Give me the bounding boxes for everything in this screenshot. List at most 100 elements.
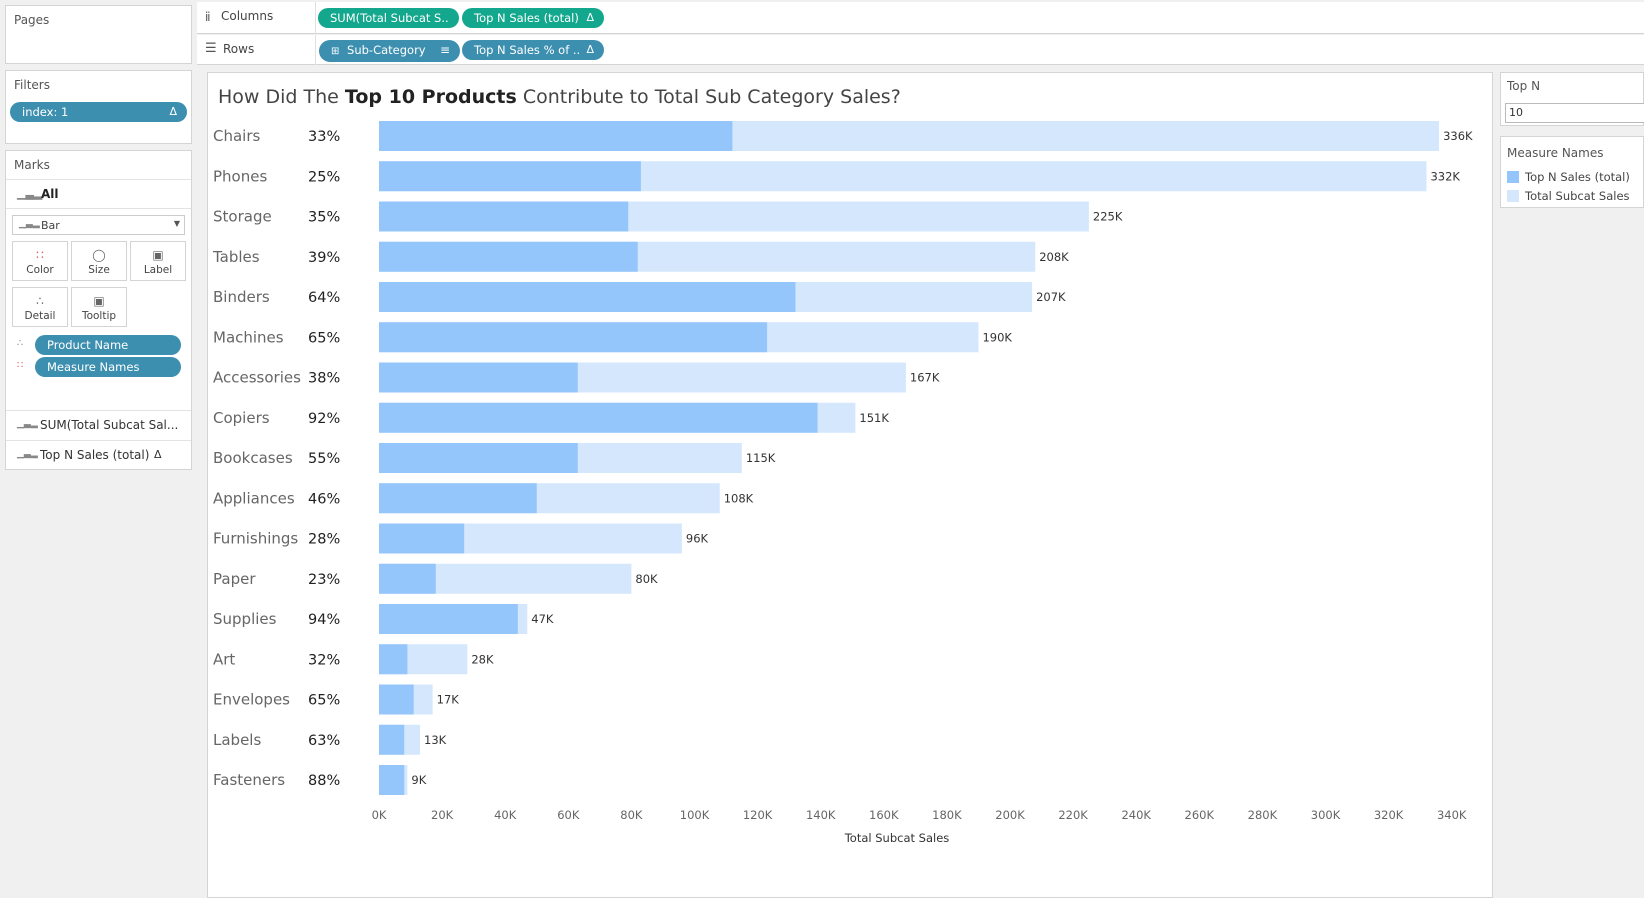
- marks-all-row[interactable]: ▁▃▂ All: [6, 179, 191, 209]
- category-label: Appliances: [213, 489, 295, 507]
- x-tick-label: 180K: [932, 808, 962, 822]
- category-label: Binders: [213, 288, 270, 306]
- detail-button-label: Detail: [24, 310, 56, 322]
- mark-type-dropdown[interactable]: ▁▃▂ Bar ▼: [12, 215, 185, 235]
- x-tick-label: 240K: [1121, 808, 1151, 822]
- value-label: 17K: [437, 693, 460, 707]
- pill-label: Top N Sales (total): [474, 11, 579, 25]
- label-button[interactable]: ▣ Label: [130, 241, 186, 281]
- rows-drop-area[interactable]: [315, 35, 316, 65]
- detail-button[interactable]: ∴ Detail: [12, 287, 68, 327]
- topn-sales-bar[interactable]: [379, 563, 436, 594]
- percent-label: 65%: [308, 693, 340, 709]
- topn-sales-bar[interactable]: [379, 322, 768, 353]
- x-tick-label: 200K: [995, 808, 1025, 822]
- legend-swatch-topn: [1507, 171, 1519, 183]
- bar-chart-icon: ▁▃▂: [19, 219, 40, 229]
- topn-sales-bar[interactable]: [379, 765, 405, 795]
- columns-pill-topn-sales[interactable]: Top N Sales (total) Δ: [462, 8, 604, 28]
- x-tick-label: 60K: [557, 808, 580, 822]
- rows-label: Rows: [223, 42, 255, 56]
- percent-label: 92%: [308, 411, 340, 427]
- pages-card[interactable]: Pages: [5, 5, 192, 64]
- legend-item-total[interactable]: Total Subcat Sales: [1507, 188, 1643, 204]
- marks-field-measure-names[interactable]: Measure Names: [35, 357, 181, 377]
- filter-pill-index[interactable]: index: 1 Δ: [10, 102, 187, 122]
- tooltip-button[interactable]: ▣ Tooltip: [71, 287, 127, 327]
- x-tick-label: 140K: [806, 808, 836, 822]
- marks-card[interactable]: Marks ▁▃▂ All ▁▃▂ Bar ▼ ∷ Color ◯ Size ▣…: [5, 150, 192, 470]
- measure-row-topn-sales[interactable]: ▁▃▂ Top N Sales (total) Δ: [6, 440, 191, 470]
- x-tick-label: 80K: [620, 808, 643, 822]
- value-label: 151K: [859, 411, 889, 425]
- topn-sales-bar[interactable]: [379, 443, 578, 473]
- topn-sales-bar[interactable]: [379, 644, 408, 675]
- topn-sales-bar[interactable]: [379, 362, 578, 393]
- percent-label: 32%: [308, 652, 340, 668]
- topn-sales-bar[interactable]: [379, 241, 638, 272]
- category-label: Supplies: [213, 610, 277, 628]
- topn-sales-bar[interactable]: [379, 402, 818, 433]
- topn-sales-bar[interactable]: [379, 523, 465, 554]
- legend-item-topn[interactable]: Top N Sales (total): [1507, 169, 1643, 185]
- calc-delta-icon: Δ: [586, 11, 594, 24]
- filters-card[interactable]: Filters index: 1 Δ: [5, 70, 192, 144]
- topn-sales-bar[interactable]: [379, 684, 414, 715]
- pages-title: Pages: [14, 13, 50, 27]
- calc-delta-icon: Δ: [586, 43, 594, 56]
- x-tick-label: 120K: [743, 808, 773, 822]
- expand-icon: ⊞: [331, 46, 340, 57]
- value-label: 108K: [724, 491, 754, 505]
- percent-label: 25%: [308, 169, 340, 185]
- columns-drop-area[interactable]: [315, 2, 316, 34]
- topn-sales-bar[interactable]: [379, 121, 733, 151]
- chart-view[interactable]: How Did The Top 10 Products Contribute t…: [207, 72, 1493, 898]
- x-tick-label: 260K: [1185, 808, 1215, 822]
- columns-shelf[interactable]: ⅱ Columns SUM(Total Subcat S.. Top N Sal…: [197, 2, 1644, 34]
- topn-input[interactable]: 10: [1505, 103, 1644, 123]
- tooltip-icon: ▣: [93, 294, 105, 308]
- percent-label: 33%: [308, 129, 340, 145]
- columns-pill-total-subcat[interactable]: SUM(Total Subcat S..: [318, 8, 459, 28]
- topn-sales-bar[interactable]: [379, 161, 641, 192]
- rows-pill-topn-pct[interactable]: Top N Sales % of .. Δ: [462, 40, 604, 60]
- topn-sales-bar[interactable]: [379, 282, 796, 312]
- color-button[interactable]: ∷ Color: [12, 241, 68, 281]
- title-prefix: How Did The: [218, 86, 345, 108]
- category-label: Labels: [213, 731, 261, 749]
- value-label: 207K: [1036, 290, 1066, 304]
- topn-sales-bar[interactable]: [379, 483, 537, 514]
- value-label: 167K: [910, 371, 940, 385]
- color-button-label: Color: [26, 264, 54, 276]
- measure-row-total-subcat[interactable]: ▁▃▂ SUM(Total Subcat Sal...: [6, 410, 191, 440]
- calc-delta-icon: Δ: [169, 105, 177, 118]
- pill-label: Product Name: [47, 338, 129, 352]
- topn-title: Top N: [1507, 79, 1541, 93]
- category-label: Storage: [213, 208, 272, 226]
- bar-chart-icon: ▁▃▂: [17, 449, 38, 459]
- detail-dots-icon: ∴: [17, 338, 24, 349]
- size-button[interactable]: ◯ Size: [71, 241, 127, 281]
- sort-icon: ≡: [439, 43, 450, 57]
- value-label: 28K: [471, 652, 494, 666]
- category-label: Bookcases: [213, 449, 293, 467]
- marks-field-product-name[interactable]: Product Name: [35, 335, 181, 355]
- topn-sales-bar[interactable]: [379, 604, 518, 634]
- value-label: 9K: [411, 773, 426, 787]
- category-label: Chairs: [213, 127, 261, 145]
- value-label: 13K: [424, 733, 447, 747]
- marks-all-label: All: [41, 187, 59, 201]
- rows-shelf[interactable]: ☰ Rows ⊞ Sub-Category ≡ Top N Sales % of…: [197, 35, 1644, 65]
- value-label: 336K: [1443, 129, 1473, 143]
- topn-sales-bar[interactable]: [379, 201, 629, 232]
- filters-title: Filters: [14, 78, 50, 92]
- bar-chart[interactable]: Chairs 33% 336K Phones 25% 332K Storage 35% 225K…: [208, 73, 1492, 897]
- category-label: Paper: [213, 570, 256, 588]
- x-tick-label: 280K: [1248, 808, 1278, 822]
- percent-label: 39%: [308, 250, 340, 266]
- topn-sales-bar[interactable]: [379, 724, 405, 755]
- rows-pill-subcategory[interactable]: ⊞ Sub-Category ≡: [319, 40, 460, 62]
- rows-icon: ☰: [205, 41, 217, 56]
- title-bold: Top 10 Products: [344, 86, 517, 108]
